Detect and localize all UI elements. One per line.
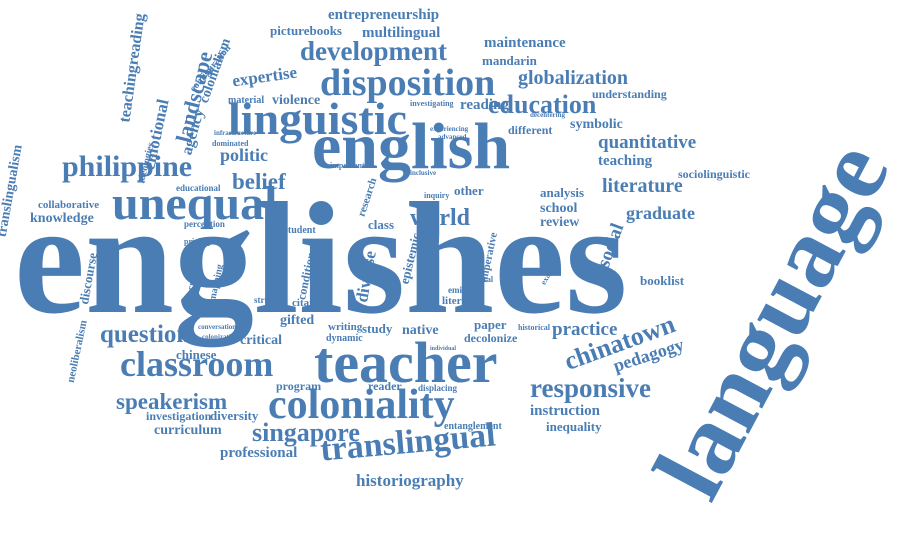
cloud-word: development (300, 36, 447, 66)
cloud-word: violence (272, 93, 321, 108)
cloud-word: chinese (176, 347, 217, 362)
cloud-word: unequal (112, 177, 278, 230)
cloud-word: maintenance (484, 35, 566, 51)
cloud-word: responsive (530, 373, 652, 403)
cloud-word: mandarin (482, 53, 537, 68)
cloud-word: understanding (592, 87, 667, 101)
cloud-word: conversation (198, 323, 237, 331)
cloud-word: entanglement (444, 421, 502, 432)
cloud-word: curriculum (154, 423, 222, 438)
cloud-word: instruction (530, 403, 601, 419)
cloud-word: expertise (230, 62, 299, 91)
cloud-word: sociolinguistic (678, 167, 751, 181)
cloud-word: decolonize (464, 331, 518, 345)
cloud-word: multilingual (362, 25, 441, 41)
cloud-word: inclusive (410, 169, 437, 177)
cloud-word: advanced (438, 133, 467, 141)
cloud-word: teaching (598, 153, 653, 169)
cloud-word: graduate (626, 203, 695, 223)
cloud-word: dynamic (326, 333, 363, 344)
cloud-word: reader (368, 379, 402, 393)
cloud-word: colonization (202, 333, 239, 341)
cloud-word: classroom (120, 344, 274, 384)
cloud-word: literature (602, 175, 683, 197)
cloud-word: reading (460, 97, 509, 113)
cloud-word: globalization (518, 67, 629, 89)
cloud-word: professional (220, 445, 298, 461)
cloud-word: collaborative (38, 199, 100, 211)
cloud-word: paper (474, 317, 507, 332)
cloud-word: writing (328, 321, 363, 333)
cloud-word: coloniality (268, 382, 455, 428)
cloud-word: class (368, 217, 394, 232)
cloud-word: emirate (448, 285, 478, 295)
cloud-word: infrastructure (214, 129, 257, 137)
cloud-word: question (100, 321, 191, 348)
cloud-word: experiencing (430, 125, 469, 133)
cloud-word: philippine (62, 150, 193, 183)
cloud-word: politic (220, 145, 268, 165)
cloud-word: disposition (320, 62, 496, 104)
cloud-word: historiography (356, 471, 464, 490)
cloud-word: english (312, 110, 511, 183)
cloud-word: review (540, 215, 580, 230)
cloud-word: practice (552, 319, 618, 340)
cloud-word: student (284, 225, 316, 236)
cloud-word: symbolic (570, 117, 623, 132)
cloud-word: analysis (540, 185, 585, 200)
cloud-word: teachingreading (116, 12, 149, 124)
cloud-word: perception (184, 219, 225, 229)
cloud-word: singapore (252, 418, 360, 447)
cloud-word: diversity (210, 408, 259, 423)
cloud-word: gifted (280, 313, 315, 328)
cloud-word: entrepreneurship (328, 7, 440, 23)
cloud-word: struggle (254, 295, 285, 305)
cloud-word: picturebooks (270, 23, 342, 38)
cloud-word: education (488, 90, 597, 119)
cloud-word: critical (240, 333, 282, 348)
cloud-word: cultural (466, 275, 494, 284)
cloud-word: educational (176, 183, 221, 193)
cloud-word: booklist (640, 273, 685, 288)
cloud-word: quantitative (598, 132, 697, 153)
cloud-word: belief (232, 169, 286, 194)
cloud-word: dominated (212, 139, 249, 148)
cloud-word: englishes (14, 169, 628, 347)
cloud-word: privileged (184, 237, 219, 246)
cloud-word: displacing (418, 383, 458, 393)
cloud-word: linguistic (228, 93, 407, 144)
cloud-word: investigation (146, 409, 212, 423)
cloud-word: individual (430, 346, 457, 352)
cloud-word: world (410, 205, 470, 231)
cloud-word: other (454, 183, 484, 198)
cloud-word: study (362, 321, 393, 336)
cloud-word: speakerism (116, 389, 228, 414)
cloud-word: investigating (410, 99, 454, 108)
cloud-word: material (228, 95, 265, 106)
cloud-word: decentering (530, 111, 565, 119)
cloud-word: important (330, 161, 365, 170)
cloud-word: inequality (546, 419, 602, 434)
cloud-word: knowledge (30, 211, 94, 226)
cloud-word: citation (292, 297, 328, 309)
cloud-word: school (540, 201, 578, 216)
cloud-word: historical (518, 323, 550, 332)
cloud-word: inquiry (424, 191, 450, 200)
cloud-word: literacy (442, 295, 478, 307)
cloud-word: program (276, 379, 322, 393)
cloud-word: different (508, 123, 553, 137)
cloud-word: native (402, 323, 439, 338)
cloud-word: teacher (314, 330, 498, 395)
